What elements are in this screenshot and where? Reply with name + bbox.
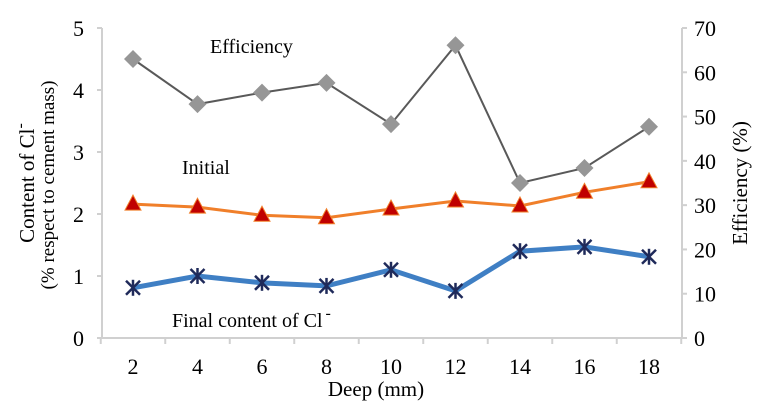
final-point (512, 243, 528, 260)
series-label-initial: Initial (182, 157, 230, 179)
x-tick-label: 6 (257, 354, 268, 379)
initial-point (446, 190, 465, 208)
y-right-tick-label: 20 (694, 237, 716, 262)
y-axis-left-label-line1: Content of Cl- (12, 123, 39, 243)
y-left-tick-label: 0 (73, 326, 84, 351)
y-left-tick-label: 1 (73, 264, 84, 289)
y-axis-left-label-line2: (% respect to cement mass) (38, 81, 59, 290)
y-axis-left-label-sup: - (12, 123, 29, 128)
y-left-tick-label: 2 (73, 202, 84, 227)
final-point (447, 282, 464, 299)
y-right-tick-label: 10 (694, 282, 716, 307)
y-left-tick-label: 3 (73, 140, 84, 165)
x-tick-label: 16 (574, 354, 596, 379)
x-tick-label: 12 (445, 354, 467, 379)
final-point (125, 279, 141, 296)
initial-point (124, 194, 142, 211)
initial-point (253, 205, 271, 222)
y-right-tick-label: 40 (694, 149, 716, 174)
final-point (254, 274, 270, 291)
y-right-tick-label: 60 (694, 60, 716, 85)
y-left-tick-label: 5 (73, 16, 84, 41)
efficiency-point (124, 50, 142, 68)
y-right-tick-label: 0 (694, 326, 705, 351)
final-point (189, 268, 206, 284)
efficiency-point (511, 174, 529, 192)
x-tick-label: 8 (321, 354, 332, 379)
initial-point (511, 195, 529, 213)
final-point (641, 248, 657, 265)
initial-point (188, 197, 207, 214)
series-label-final-text: Final content of Cl (172, 310, 323, 332)
y-axis-left-label-text: Content of Cl (15, 128, 39, 242)
series-label-final-sup: - (326, 305, 331, 322)
x-axis-label: Deep (mm) (328, 377, 424, 401)
efficiency-point (640, 117, 658, 136)
series-label-final: Final content of Cl - (172, 305, 331, 332)
initial-point (382, 198, 400, 216)
efficiency-point (446, 36, 465, 55)
x-tick-label: 18 (638, 354, 660, 379)
x-tick-label: 10 (380, 354, 402, 379)
x-tick-label: 14 (509, 354, 531, 379)
x-tick-label: 4 (192, 354, 203, 379)
initial-point (575, 182, 594, 199)
initial-point (640, 171, 658, 189)
efficiency-point (188, 95, 207, 114)
series-label-efficiency: Efficiency (210, 36, 293, 58)
efficiency-point (575, 158, 594, 177)
final-point (383, 261, 399, 278)
y-axis-right-label: Efficiency (%) (728, 121, 752, 245)
y-right-tick-label: 70 (694, 16, 716, 41)
y-right-tick-label: 30 (694, 193, 716, 218)
x-tick-label: 2 (128, 354, 139, 379)
y-left-tick-label: 4 (73, 78, 84, 103)
final-point (318, 277, 335, 294)
efficiency-point (382, 115, 400, 134)
y-right-tick-label: 50 (694, 105, 716, 130)
final-point (576, 238, 593, 255)
efficiency-point (317, 73, 336, 92)
efficiency-point (253, 83, 271, 102)
initial-point (317, 207, 336, 225)
